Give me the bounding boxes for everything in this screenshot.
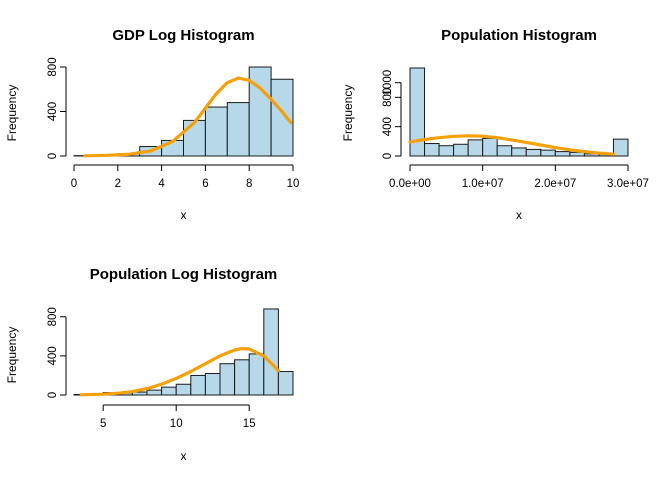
histogram-bar [270,78,294,157]
y-tick-label: 1000 [382,70,394,96]
histogram-bar [277,371,294,396]
y-tick-label: 0 [382,153,394,159]
histogram-bar [467,139,484,157]
histogram-bar [424,143,440,157]
histogram-bar [146,389,163,396]
histogram-bar [219,363,236,396]
y-tick-label: 800 [382,88,394,107]
histogram-bar [161,386,177,396]
y-tick-label: 400 [47,346,59,365]
x-tick-label: 0.0e+00 [389,178,431,190]
histogram-bar [438,145,455,157]
x-tick-label: 15 [243,418,256,430]
histogram-bar [453,143,469,157]
y-tick-label: 800 [47,307,59,326]
x-tick-label: 5 [100,418,106,430]
x-tick-label: 2 [115,178,121,190]
histogram-bar [540,149,556,157]
x-tick-label: 2.0e+07 [534,178,576,190]
y-tick-label: 0 [47,153,59,159]
histogram-bar [190,374,206,396]
x-axis-label: x [181,208,187,222]
x-tick-label: 10 [170,418,183,430]
histogram-bar [511,147,527,157]
x-axis-label: x [181,449,187,463]
x-tick-label: 0 [71,178,77,190]
density-curve [408,134,616,156]
histogram-bar [525,148,542,157]
histogram-bar [234,359,250,396]
histogram-bar [496,145,513,157]
x-tick-label: 10 [287,178,300,190]
histogram-bar [409,67,426,157]
histogram-bar [554,151,571,157]
histogram-bar [175,383,192,396]
x-tick-label: 8 [246,178,252,190]
histogram-bar [248,353,265,396]
histogram-bar [204,106,228,157]
chart-title: Population Log Histogram [90,266,278,283]
histogram-bar [183,119,206,157]
histogram-bar [482,137,498,157]
x-tick-label: 3.0e+07 [607,178,649,190]
x-axis-label: x [516,208,522,222]
histogram-bar [204,372,221,396]
x-tick-label: 1.0e+07 [462,178,504,190]
x-tick-label: 6 [202,178,208,190]
histogram-bar [248,66,272,157]
x-tick-label: 4 [158,178,165,190]
chart-title: GDP Log Histogram [112,27,254,44]
chart-panel-1: 0 2 4 6 8 10 0 400 800 GDP Log Histogram x Frequenc… [5,27,299,222]
y-axis-label: Frequency [341,85,355,142]
y-axis-label: Frequency [5,327,19,384]
density-curve [83,76,293,158]
y-tick-label: 400 [382,117,394,136]
density-curve [79,347,280,397]
y-axis-label: Frequency [5,85,19,142]
chart-title: Population Histogram [441,27,597,44]
histogram-bar [263,308,279,396]
chart-panel-3: 5 10 15 0 400 800 Population Log Histogram x Fre… [5,266,294,463]
y-tick-label: 800 [47,57,59,76]
histogram-bar [612,138,629,157]
histogram-bar [226,102,250,157]
y-tick-label: 0 [47,392,59,398]
y-tick-label: 400 [47,102,59,121]
